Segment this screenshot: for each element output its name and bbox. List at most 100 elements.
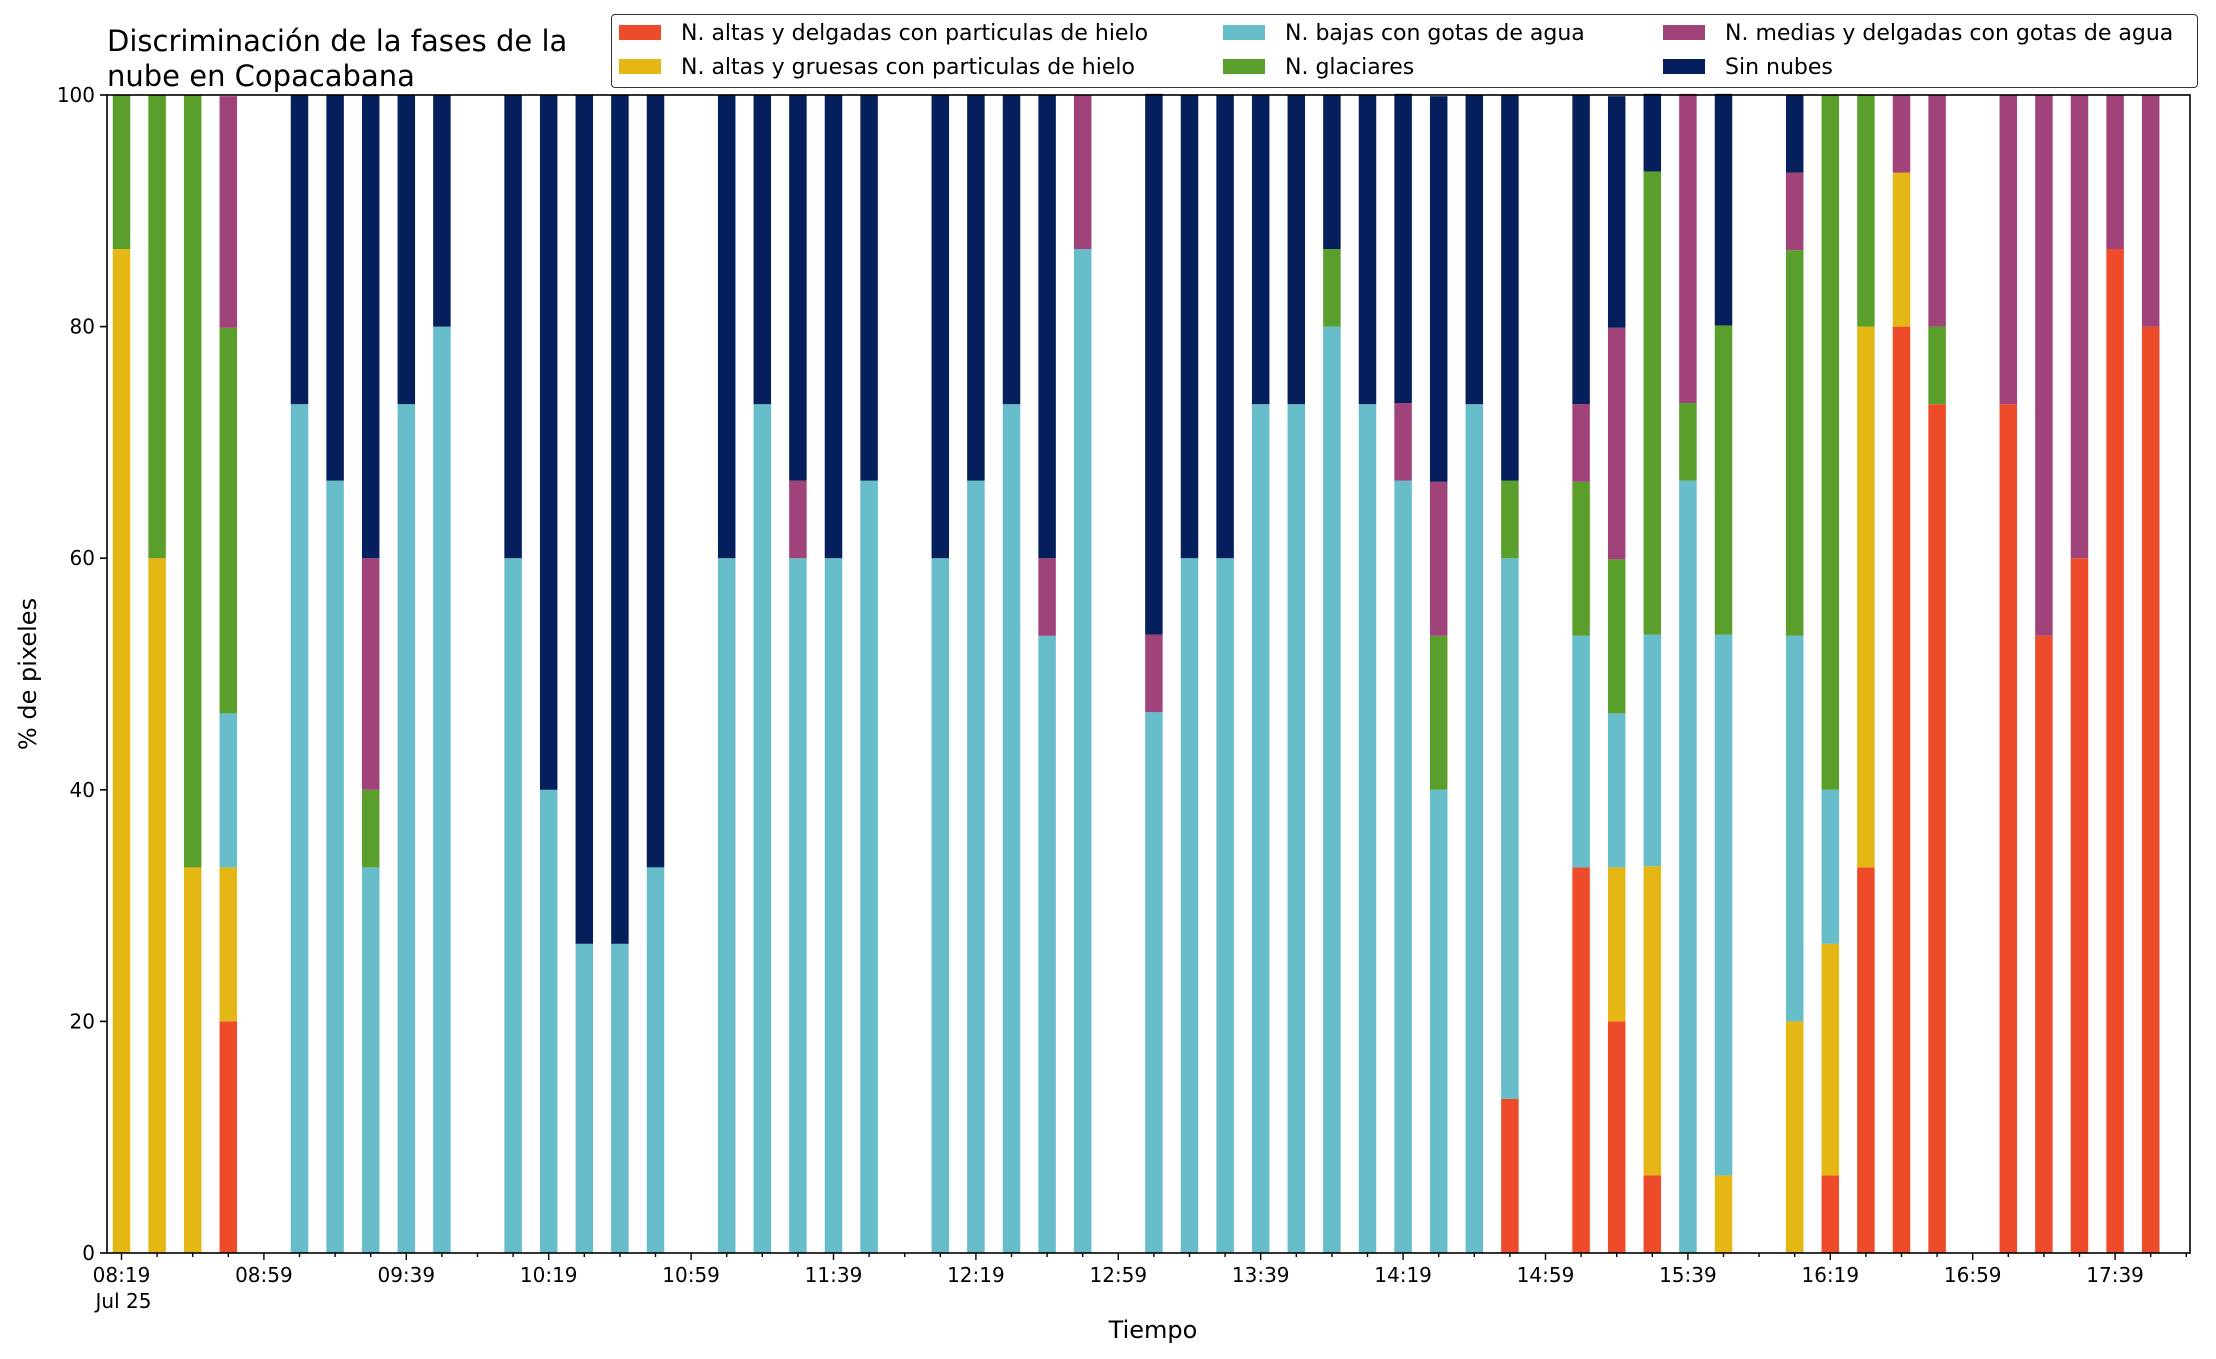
bar-segment [824,95,843,559]
bar-segment [504,558,522,1253]
bar-segment [1714,93,1733,326]
bar-segment [1180,95,1199,559]
bar-segment [1394,480,1412,1253]
bar-segment [1714,325,1733,635]
y-tick-label: 20 [70,1009,95,1033]
bar-segment [361,558,380,790]
bar-segment [1999,404,2018,1253]
bar-segment [575,95,594,944]
bar-segment [148,95,166,559]
bar-segment [1928,404,1946,1253]
bar-segment [1892,172,1911,327]
bar-segment [1394,93,1412,404]
legend-label: N. glaciares [1285,55,1415,80]
bar-segment [931,558,950,1253]
bar-segment [1216,558,1234,1253]
x-date-label: Jul 25 [94,1289,152,1313]
x-axis: 08:19 08:59 09:39 10:19 10:59 11:39 12:19 12:59… [93,1253,2188,1313]
bar-segment [753,404,772,1253]
bar-segment [148,558,166,1253]
bar-segment [290,404,309,1253]
legend-label: N. medias y delgadas con gotas de agua [1725,21,2174,46]
bar-segment [183,867,202,1253]
bar-segment [1429,789,1448,1253]
bar-segment [112,95,131,250]
y-axis-label: % de pixeles [14,598,42,750]
bar-segment [1002,404,1021,1253]
bar-segment [611,943,629,1253]
legend-label: Sin nubes [1725,55,1833,80]
legend-item-sin-nubes: Sin nubes [1663,56,1833,80]
bar-segment [1287,95,1306,405]
legend-swatch [619,58,661,74]
bar-segment [1607,867,1626,1022]
x-tick-label: 08:19 [93,1263,151,1287]
bar-segment [1145,712,1163,1253]
bar-segment [1287,404,1306,1253]
bar-segment [1572,95,1590,405]
bar-segment [1180,558,1199,1253]
bar-segment [1999,95,2018,405]
bar-segment [1714,634,1733,1176]
x-tick-label: 14:59 [1517,1263,1575,1287]
legend-swatch [1663,24,1705,40]
bar-segment [1251,95,1270,405]
bar-segment [219,96,238,328]
legend-item-glaciares: N. glaciares [1223,56,1414,80]
bar-segment [1643,171,1662,635]
bar-segment [1073,95,1092,250]
bar-segment [1785,250,1804,636]
bar-segment [1643,634,1662,867]
bar-segment [789,558,807,1253]
bar-segment [361,867,380,1253]
y-tick-label: 40 [70,778,95,802]
legend-swatch [1223,58,1265,74]
bar-segment [1216,95,1234,559]
bar-segment [2106,249,2124,1253]
x-tick-label: 09:39 [377,1263,435,1287]
x-tick-label: 16:59 [1944,1263,2002,1287]
bar-segment [1572,404,1590,482]
bar-segment [1607,1021,1626,1253]
legend-label: N. bajas con gotas de agua [1285,21,1585,46]
bar-segment [1394,403,1412,481]
bar-segment [1607,559,1626,714]
bar-segment [219,1021,238,1253]
bar-segment [2141,326,2160,1254]
x-tick-label: 12:19 [947,1263,1005,1287]
bar-segment [1323,95,1341,250]
bar-segment [1429,481,1448,636]
legend-item-bajas-agua: N. bajas con gotas de agua [1223,22,1585,46]
bar-segment [1679,403,1697,481]
bar-segment [1038,95,1056,559]
x-tick-label: 16:19 [1801,1263,1859,1287]
bar-segment [1643,866,1662,1176]
y-tick-label: 100 [57,83,95,107]
bar-segment [1857,95,1875,327]
chart-title: Discriminación de la fases de la nube en… [107,24,568,93]
x-tick-label: 12:59 [1089,1263,1147,1287]
bar-segment [1821,943,1840,1176]
bar-segment [290,95,309,405]
bar-segment [397,404,416,1253]
bar-segment [1501,480,1519,559]
bar-segment [611,95,629,944]
bar-segment [1607,327,1626,560]
bar-segment [753,95,772,405]
bar-segment [183,95,202,868]
bar-segment [1251,404,1270,1253]
bar-segment [1821,1175,1840,1253]
legend-item-altas-gruesas: N. altas y gruesas con particulas de hie… [619,56,1135,80]
bar-segment [1572,867,1590,1253]
bar-segment [1002,95,1021,405]
x-tick-label: 13:39 [1232,1263,1290,1287]
legend-swatch [1223,24,1265,40]
bar-segment [2035,635,2053,1253]
bar-segment [504,95,522,559]
bar-segment [1429,635,1448,790]
bar-segment [1679,480,1697,1253]
bar-segment [860,95,878,481]
bar-segment [397,95,416,405]
bar-segment [1323,249,1341,327]
